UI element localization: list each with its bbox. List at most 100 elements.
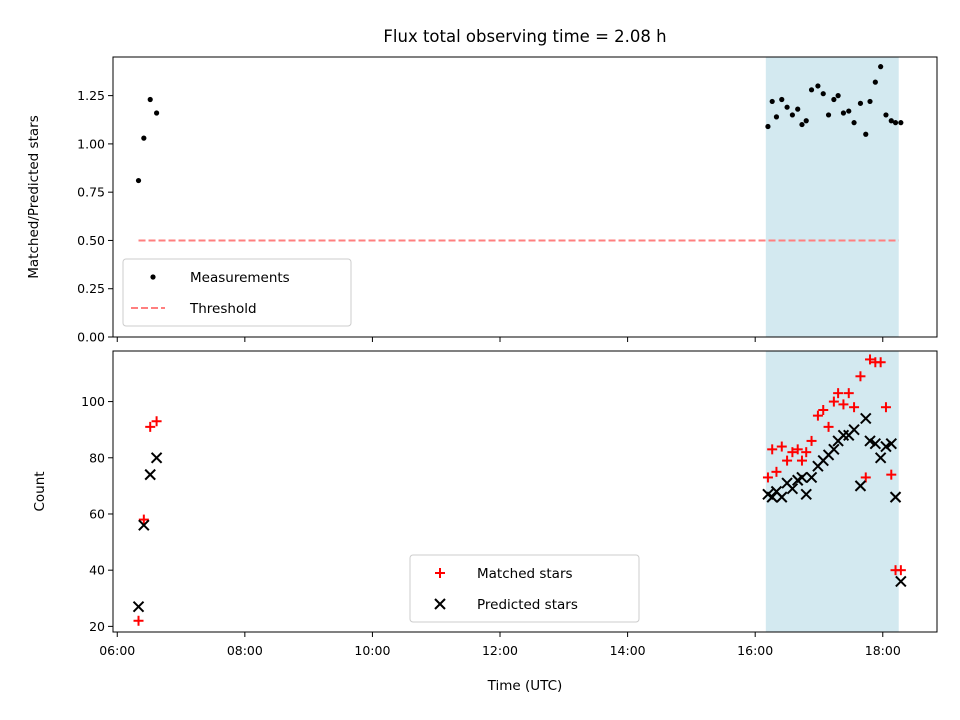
legend-x-icon: [434, 598, 446, 610]
y-tick-label: 1.00: [77, 136, 105, 151]
legend-dot-icon: [150, 274, 156, 280]
matched-star-marker: [860, 472, 871, 483]
measurement-point: [892, 120, 899, 126]
measurement-point: [147, 96, 153, 103]
y-tick-label: 0.25: [77, 281, 105, 296]
predicted-star-marker: [854, 480, 867, 492]
legend-plus-icon: [435, 568, 445, 578]
predicted-star-marker: [860, 412, 872, 425]
measurement-point: [765, 123, 771, 130]
measurement-point: [898, 120, 904, 126]
matched-star-marker: [771, 466, 782, 477]
x-tick-label: 10:00: [354, 643, 390, 658]
matched-star-marker: [801, 447, 812, 458]
measurement-point: [795, 106, 801, 112]
matched-star-marker: [843, 388, 854, 399]
measurement-point: [769, 98, 775, 105]
matched-star-marker: [138, 514, 149, 525]
predicted-star-marker: [874, 452, 887, 464]
legend-label: Measurements: [190, 270, 290, 286]
measurement-point: [840, 110, 847, 116]
matched-star-marker: [812, 410, 823, 421]
measurement-point: [820, 91, 826, 97]
legend-label: Predicted stars: [477, 597, 578, 613]
observing-window-band: [765, 57, 899, 337]
measurement-point: [784, 104, 790, 110]
y-tick-label: 0.50: [77, 233, 105, 248]
measurement-point: [789, 112, 796, 118]
predicted-star-marker: [848, 423, 860, 436]
measurement-point: [872, 79, 878, 85]
matched-star-marker: [806, 435, 817, 446]
x-tick-label: 06:00: [99, 643, 135, 658]
y-tick-label: 20: [89, 619, 105, 634]
x-axis-label: Time (UTC): [487, 678, 563, 694]
matched-star-marker: [875, 357, 886, 368]
predicted-star-marker: [895, 575, 907, 588]
legend-label: Threshold: [189, 301, 257, 317]
series-matched-stars: [133, 354, 906, 626]
measurement-point: [878, 64, 884, 70]
x-tick-label: 16:00: [737, 643, 773, 658]
measurement-point: [851, 120, 857, 126]
measurement-point: [846, 108, 852, 114]
axes-frame: [112, 350, 938, 633]
matched-star-marker: [886, 469, 897, 480]
x-tick-label: 14:00: [610, 643, 646, 658]
matched-star-marker: [855, 371, 866, 382]
measurement-point: [867, 98, 873, 105]
matched-star-marker: [796, 455, 807, 466]
measurement-point: [808, 87, 815, 93]
measurement-point: [815, 83, 821, 89]
matched-star-marker: [880, 402, 891, 413]
predicted-star-marker: [864, 435, 876, 447]
matched-star-marker: [792, 444, 803, 455]
y-tick-label: 60: [89, 506, 105, 521]
predicted-star-marker: [828, 443, 840, 456]
predicted-star-marker: [150, 452, 163, 464]
legend-label: Matched stars: [477, 566, 573, 582]
matched-star-marker: [145, 421, 156, 432]
measurement-point: [141, 135, 147, 141]
predicted-star-marker: [889, 491, 902, 503]
y-axis-label: Count: [32, 471, 48, 511]
measurement-point: [773, 114, 780, 120]
axes-frame: [112, 56, 938, 338]
y-tick-label: 0.00: [77, 330, 105, 345]
count-panel: 20 40 60 80 100 06:00 08:00 10:00 12:00 14:00 16:0…: [32, 350, 938, 694]
x-tick-label: 12:00: [482, 643, 518, 658]
y-tick-label: 0.75: [77, 185, 105, 200]
y-tick-label: 80: [89, 450, 105, 465]
matched-star-marker: [787, 447, 798, 458]
legend: Measurements Threshold: [122, 258, 352, 327]
predicted-star-marker: [786, 482, 799, 495]
measurement-point: [779, 96, 785, 103]
matched-star-marker: [828, 396, 839, 407]
x-tick-label: 18:00: [865, 643, 901, 658]
legend: Matched stars Predicted stars: [409, 554, 640, 623]
observing-window-band: [765, 351, 899, 632]
ratio-panel: 0.00 0.25 0.50 0.75 1.00 1.25 Matched/Predicte…: [26, 56, 938, 345]
predicted-star-marker: [885, 438, 897, 450]
predicted-star-marker: [132, 601, 145, 613]
measurement-point: [863, 131, 869, 137]
predicted-star-marker: [805, 471, 818, 484]
legend-box: [122, 258, 352, 327]
x-tick-label: 08:00: [227, 643, 263, 658]
matched-star-marker: [823, 421, 834, 432]
y-tick-label: 100: [81, 394, 105, 409]
y-axis-label: Matched/Predicted stars: [26, 115, 42, 278]
predicted-star-marker: [138, 519, 150, 531]
measurement-point: [135, 177, 142, 184]
chart-title: Flux total observing time = 2.08 h: [383, 27, 666, 46]
predicted-star-marker: [776, 491, 788, 503]
measurement-point: [153, 110, 160, 116]
predicted-star-marker: [144, 468, 156, 481]
measurement-point: [857, 100, 864, 106]
series-predicted-stars: [132, 412, 907, 613]
predicted-star-marker: [796, 471, 808, 484]
matched-star-marker: [838, 399, 849, 410]
measurement-point: [825, 112, 832, 118]
matched-star-marker: [895, 565, 906, 576]
